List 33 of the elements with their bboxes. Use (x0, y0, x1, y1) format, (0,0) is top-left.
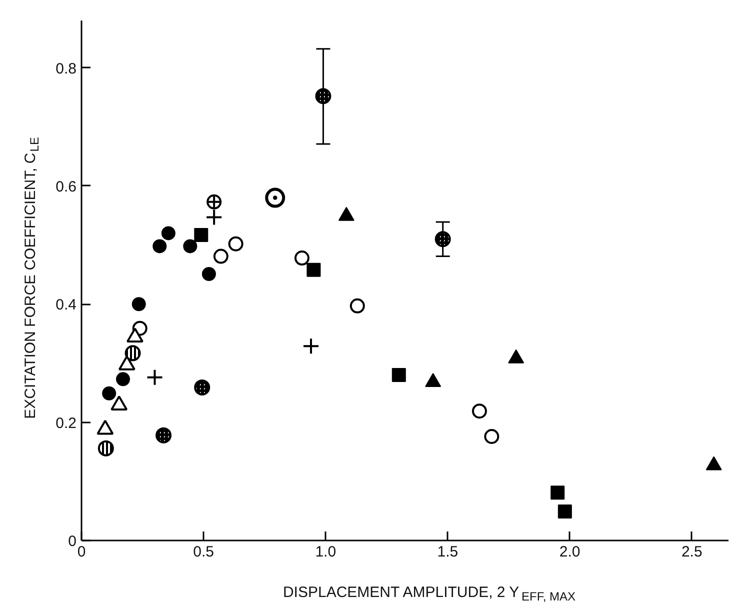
y-axis-title: EXCITATION FORCE COEFFICIENT, CLE (22, 137, 42, 419)
x-tick-label: 2.0 (559, 544, 580, 560)
point (152, 239, 167, 254)
y-tick-label: 0.2 (56, 414, 77, 432)
y-tick-label: 0 (68, 533, 76, 550)
x-tick-label: 1.5 (437, 544, 458, 560)
point (484, 429, 500, 444)
point (265, 188, 286, 208)
point (194, 228, 208, 242)
point (213, 248, 228, 264)
point (183, 239, 198, 254)
point (228, 236, 244, 252)
point (102, 386, 116, 400)
point (202, 267, 216, 281)
point (550, 486, 565, 500)
point (392, 368, 406, 382)
point (558, 504, 572, 519)
point (146, 368, 164, 386)
x-tick-label: 2.5 (681, 544, 702, 560)
point (116, 372, 130, 386)
x-tick-label: 1.0 (315, 544, 336, 560)
point (294, 250, 310, 266)
y-tick-label: 0.4 (56, 296, 77, 314)
point (350, 298, 365, 314)
point (302, 338, 320, 355)
y-tick-label: 0.6 (56, 178, 77, 196)
y-tick-label: 0.8 (56, 60, 77, 78)
point (132, 297, 146, 312)
x-tick-label: 0.5 (193, 544, 214, 560)
point (206, 208, 223, 226)
point (306, 262, 321, 277)
point (161, 226, 176, 240)
point (472, 404, 487, 419)
